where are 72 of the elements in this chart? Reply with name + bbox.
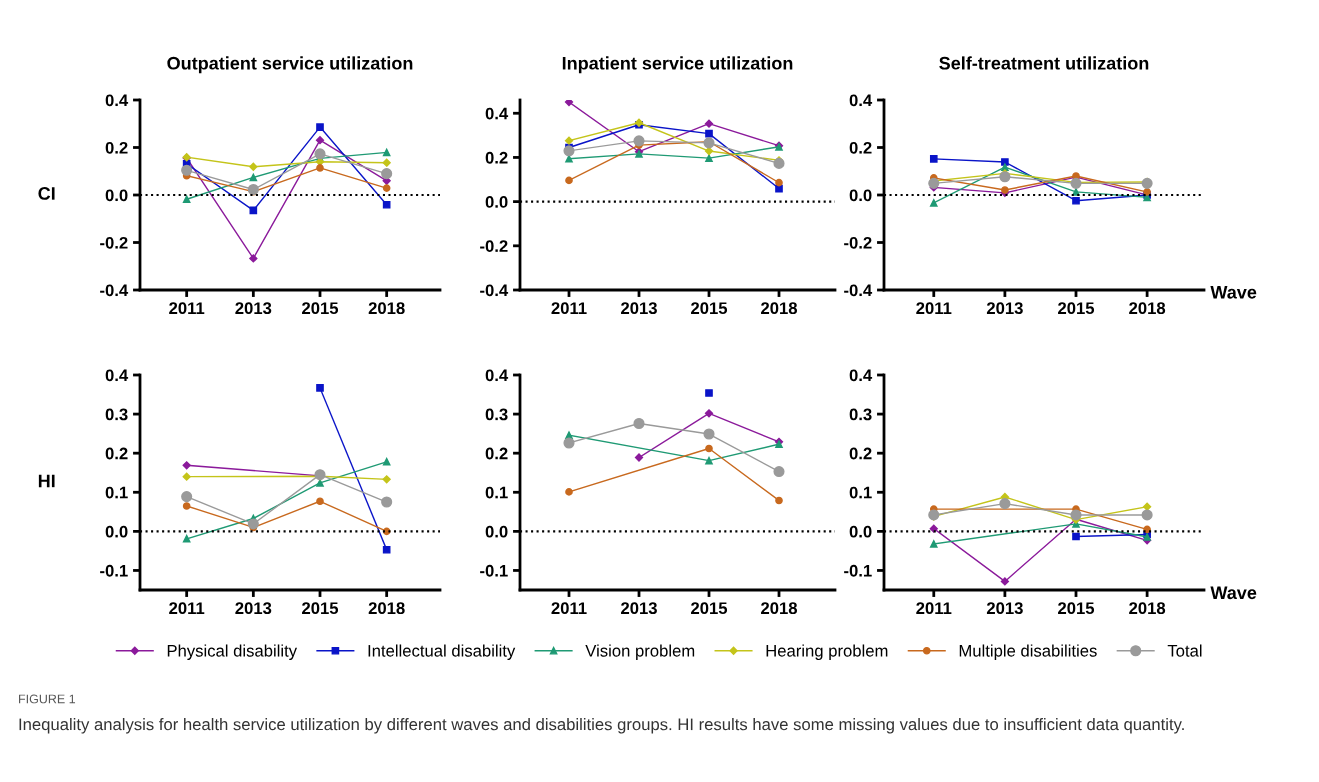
y-tick-label: 0.4 [105, 369, 129, 382]
x-tick-label: 2011 [916, 302, 952, 315]
y-tick-label: 0.3 [105, 408, 128, 421]
x-tick-label: 2011 [169, 602, 205, 615]
y-tick-label: 0.3 [485, 408, 508, 421]
y-tick-label: 0.0 [485, 196, 508, 208]
x-tick-label: 2015 [302, 302, 339, 315]
x-tick-label: 2011 [551, 302, 587, 315]
x-tick-label: 2018 [1129, 602, 1166, 615]
y-tick-label: -0.2 [100, 236, 128, 249]
x-tick-label: 2018 [368, 602, 405, 615]
chart-title: Self-treatment utilization [939, 56, 1149, 70]
x-tick-label: 2018 [761, 602, 798, 615]
legend-label: Vision problem [585, 644, 695, 660]
x-tick-label: 2011 [916, 602, 952, 615]
chart-title: Outpatient service utilization [167, 56, 413, 74]
x-tick-label: 2015 [691, 602, 728, 615]
y-axis-title: HI [38, 474, 55, 488]
y-tick-label: 0.0 [849, 189, 872, 202]
y-tick-label: 0.0 [105, 525, 128, 538]
x-tick-label: 2013 [621, 302, 657, 315]
x-tick-label: 2011 [551, 602, 587, 615]
y-tick-label: 0.2 [105, 141, 128, 154]
y-tick-label: 0.1 [849, 486, 872, 499]
y-tick-label: 0.0 [105, 189, 128, 202]
y-tick-label: 0.1 [485, 486, 508, 499]
x-tick-label: 2018 [368, 302, 405, 315]
x-tick-label: 2013 [621, 602, 657, 615]
y-tick-label: 0.2 [849, 447, 872, 460]
legend-label: Total [1167, 644, 1202, 657]
x-tick-label: 2013 [235, 602, 272, 615]
caption: FIGURE 1 [19, 694, 76, 704]
y-axis-title: CI [38, 187, 55, 200]
text: Inequality analysis for health service utilization by different waves and disabilities groups. HI results have some missing values due to insufficient data quantity. [19, 718, 1184, 734]
legend-label: Intellectual disability [368, 644, 516, 660]
y-tick-label: -0.4 [100, 284, 129, 297]
x-tick-label: 2015 [1058, 602, 1095, 615]
y-tick-label: 0.2 [485, 151, 508, 164]
x-tick-label: 2011 [169, 302, 205, 315]
x-tick-label: 2015 [691, 302, 728, 315]
x-axis-title: Wave [1210, 286, 1257, 299]
x-axis-title: Wave [1210, 586, 1257, 600]
legend-label: Physical disability [167, 644, 298, 660]
x-tick-label: 2013 [235, 302, 272, 315]
y-tick-label: 0.4 [105, 94, 129, 107]
y-tick-label: 0.3 [849, 408, 872, 421]
y-tick-label: 0.2 [849, 141, 872, 154]
chart-title: Inpatient service utilization [562, 56, 793, 74]
y-tick-label: 0.0 [485, 525, 508, 538]
y-tick-label: -0.1 [480, 564, 508, 577]
y-tick-label: 0.4 [485, 107, 509, 120]
y-tick-label: 0.4 [849, 94, 873, 107]
y-tick-label: 0.0 [849, 525, 872, 538]
x-tick-label: 2018 [1129, 302, 1166, 315]
x-tick-label: 2013 [986, 602, 1023, 615]
x-tick-label: 2018 [761, 302, 798, 315]
y-tick-label: 0.4 [849, 369, 873, 382]
x-tick-label: 2015 [1058, 302, 1095, 315]
x-tick-label: 2013 [986, 302, 1023, 315]
y-tick-label: -0.1 [844, 564, 872, 577]
y-tick-label: -0.2 [844, 236, 872, 249]
y-tick-label: 0.2 [105, 447, 128, 460]
y-tick-label: 0.1 [105, 486, 128, 499]
y-tick-label: 0.2 [485, 447, 508, 460]
y-tick-label: -0.4 [844, 284, 873, 297]
y-tick-label: -0.4 [480, 284, 509, 297]
legend-label: Multiple disabilities [959, 644, 1097, 660]
y-tick-label: 0.4 [485, 369, 509, 382]
y-tick-label: -0.1 [100, 564, 128, 577]
x-tick-label: 2015 [302, 602, 339, 615]
legend-label: Hearing problem [766, 644, 888, 660]
y-tick-label: -0.2 [480, 240, 508, 253]
